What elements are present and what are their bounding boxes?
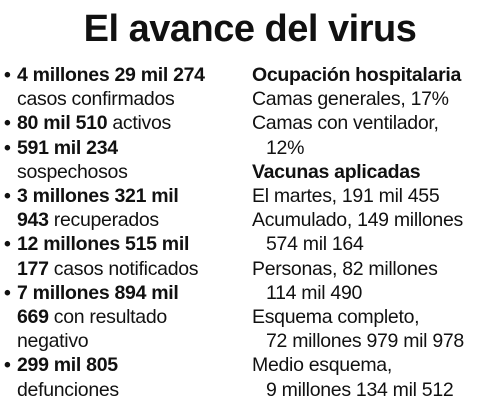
stat-label: casos notificados [48, 257, 199, 280]
stat-value: 943 [17, 209, 49, 232]
stat-confirmed: • 4 millones 29 mil 274 [4, 63, 248, 87]
stat-value: 4 millones 29 mil 274 [17, 64, 205, 86]
stat-active: • 80 mil 510 activos [4, 111, 248, 135]
stat-label: sospechosos [17, 160, 128, 183]
stat-negative: • 7 millones 894 mil [4, 281, 248, 305]
stat-negative-cont: 669 con resultado [4, 305, 248, 329]
section-heading-vaccines: Vacunas aplicadas [252, 160, 421, 183]
stat-label: negativo [17, 330, 89, 353]
stat-value: 591 mil 234 [17, 136, 118, 159]
stat-recovered-cont: 943 recuperados [4, 208, 248, 232]
stat-label: defunciones [17, 378, 119, 401]
vaccines-tuesday: El martes, 191 mil 455 [252, 185, 440, 208]
vaccines-people-value: 114 mil 490 [266, 281, 363, 304]
stats-column: • 4 millones 29 mil 274 casos confirmados… [4, 63, 248, 402]
stat-value: 7 millones 894 mil [17, 281, 179, 304]
stat-suspected: • 591 mil 234 [4, 136, 248, 160]
general-beds: Camas generales, 17% [252, 88, 449, 111]
hospital-vaccine-column: Ocupación hospitalaria Camas generales, … [252, 63, 498, 402]
stat-label: activos [107, 112, 171, 135]
vaccines-complete-label: Esquema completo, [252, 306, 420, 329]
stat-recovered: • 3 millones 321 mil [4, 184, 248, 208]
bullet-icon: • [4, 281, 11, 304]
bullet-icon: • [4, 185, 11, 208]
stat-value: 299 mil 805 [17, 354, 118, 377]
vaccines-complete-value: 72 millones 979 mil 978 [266, 330, 464, 353]
bullet-icon: • [4, 354, 11, 377]
ventilator-beds-label: Camas con ventilador, [252, 112, 439, 135]
bullet-icon: • [4, 233, 11, 256]
section-heading-hospital: Ocupación hospitalaria [252, 64, 462, 86]
stat-deaths: • 299 mil 805 [4, 353, 248, 377]
stat-value: 80 mil 510 [17, 112, 108, 135]
vaccines-half-value: 9 millones 134 mil 512 [266, 378, 454, 401]
stat-label: casos confirmados [17, 88, 175, 111]
bullet-icon: • [4, 112, 11, 135]
page-title: El avance del virus [83, 8, 417, 50]
stat-label: con resultado [48, 306, 167, 329]
bullet-icon: • [4, 136, 11, 159]
stat-value: 177 [17, 257, 49, 280]
stat-value: 669 [17, 306, 49, 329]
stat-notified-cont: 177 casos notificados [4, 257, 248, 281]
stat-value: 12 millones 515 mil [17, 233, 190, 256]
stat-value: 3 millones 321 mil [17, 185, 179, 208]
vaccines-half-label: Medio esquema, [252, 354, 392, 377]
ventilator-beds-value: 12% [266, 136, 305, 159]
stat-notified: • 12 millones 515 mil [4, 232, 248, 256]
vaccines-accumulated-label: Acumulado, 149 millones [252, 209, 463, 232]
bullet-icon: • [4, 64, 11, 86]
vaccines-accumulated-value: 574 mil 164 [266, 233, 364, 256]
stat-label: recuperados [48, 209, 159, 232]
vaccines-people-label: Personas, 82 millones [252, 257, 438, 280]
